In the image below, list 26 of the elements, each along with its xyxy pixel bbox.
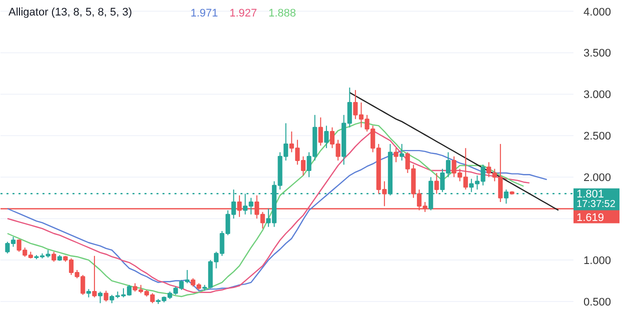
candlestick <box>394 148 398 163</box>
y-tick-label: 3.000 <box>584 89 612 102</box>
line-series <box>349 92 560 211</box>
text: 1.971 <box>190 8 218 20</box>
candlestick <box>504 189 509 204</box>
candlestick <box>92 255 97 298</box>
candlestick <box>400 143 404 162</box>
candlestick <box>98 291 103 304</box>
y-tick-label: 1.000 <box>584 255 612 268</box>
y-tick-label: 2.000 <box>584 172 612 184</box>
candlestick <box>318 116 323 146</box>
y-tick-label: 0.500 <box>584 296 612 308</box>
y-tick-label: 2.500 <box>584 130 612 143</box>
text: 1.888 <box>268 8 296 20</box>
candlestick <box>324 125 329 149</box>
text: 17:37:52 <box>576 199 616 210</box>
line-series <box>6 150 548 292</box>
candlestick <box>52 251 56 262</box>
y-tick-label: 4.000 <box>584 6 612 18</box>
text: Alligator (13, 8, 5, 8, 5, 3) <box>8 6 132 18</box>
text: 1.927 <box>230 8 258 20</box>
ref-line-label: 1.619 <box>576 212 604 224</box>
ref-line-label: 1.801 <box>576 188 604 201</box>
y-tick-label: 3.500 <box>584 48 612 60</box>
candlestick <box>104 290 108 302</box>
candlestick <box>434 172 439 194</box>
